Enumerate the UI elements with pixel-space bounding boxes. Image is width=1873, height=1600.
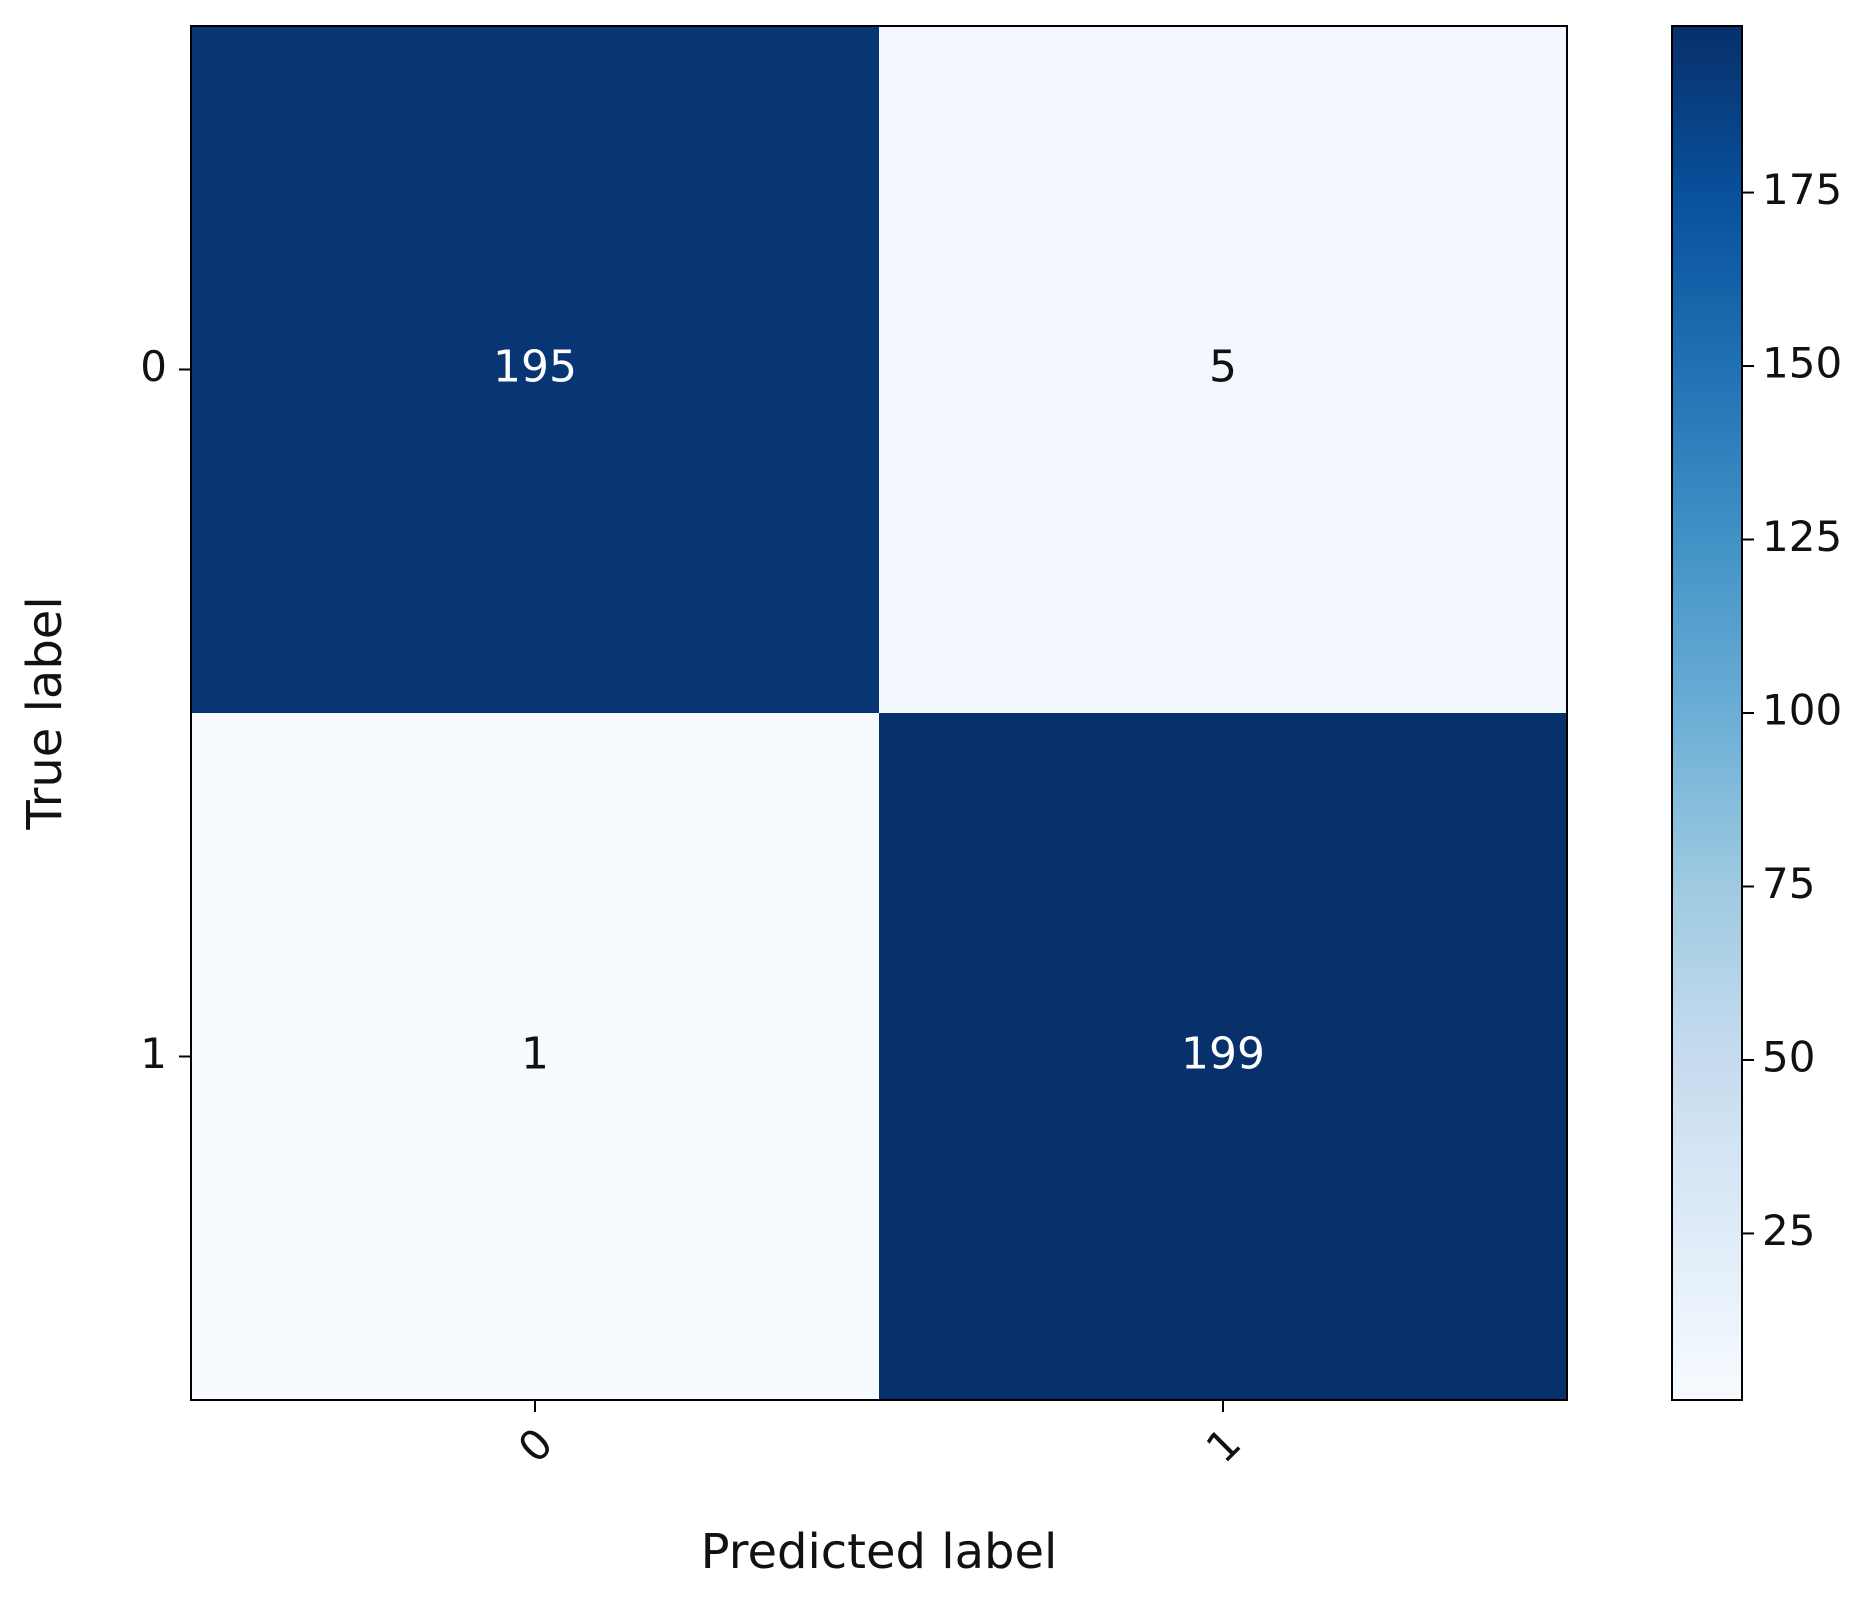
colorbar-tick-label: 175 [1762, 165, 1842, 214]
colorbar [1671, 25, 1743, 1401]
heatmap-cell [879, 713, 1568, 1401]
plot-frame [190, 25, 1568, 1401]
x-axis-label: Predicted label [701, 1524, 1058, 1580]
colorbar-tick-label: 100 [1762, 686, 1842, 735]
colorbar-tick-label: 125 [1762, 512, 1842, 561]
cell-label: 195 [493, 342, 577, 393]
cell-label: 199 [1181, 1029, 1265, 1080]
cell-label: 5 [1209, 342, 1237, 393]
y-tick-label: 0 [140, 342, 167, 391]
colorbar-tick-label: 150 [1762, 339, 1842, 388]
x-tick-label: 0 [509, 1419, 563, 1473]
colorbar-tick-label: 75 [1762, 859, 1815, 908]
y-tick-label: 1 [140, 1029, 167, 1078]
heatmap-cell [191, 26, 880, 714]
cell-label: 1 [521, 1029, 549, 1080]
colorbar-tick-label: 50 [1762, 1032, 1815, 1081]
heatmap-cell [191, 713, 880, 1401]
colorbar-tick-label: 25 [1762, 1206, 1815, 1255]
heatmap-cell [879, 26, 1568, 714]
x-tick-label: 1 [1197, 1419, 1251, 1473]
y-axis-label: True label [17, 596, 73, 830]
